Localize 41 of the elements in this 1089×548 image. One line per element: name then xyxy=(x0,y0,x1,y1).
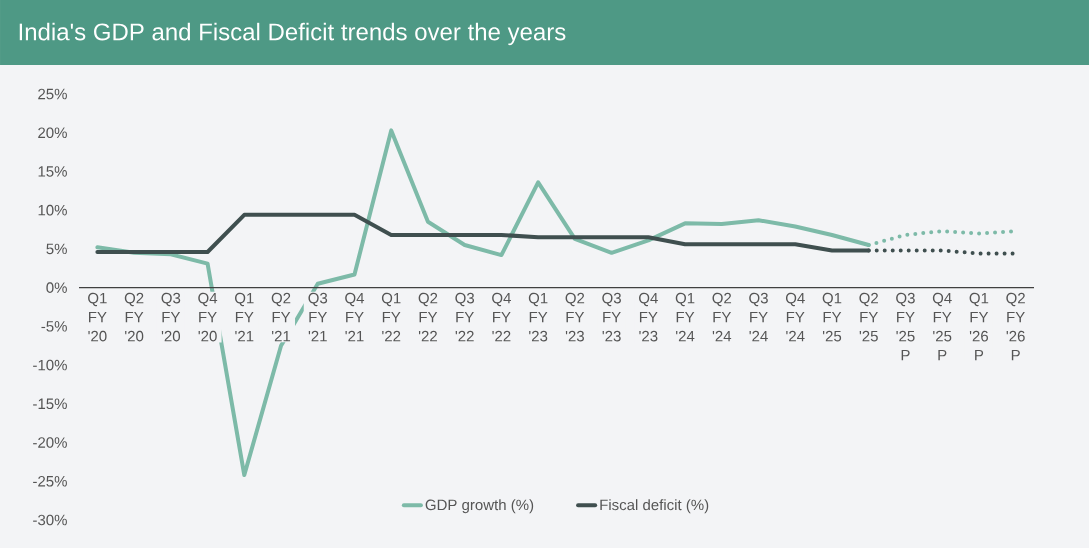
x-tick-label: Q1 FY '26 P xyxy=(969,292,989,361)
x-tick-label: Q3 FY '25 P xyxy=(896,292,915,361)
x-tick-label: Q2 FY '25 xyxy=(859,292,878,342)
x-tick-label: Q4 FY '23 xyxy=(639,292,658,342)
y-tick-label: 10% xyxy=(38,204,67,216)
x-tick-label: Q3 FY '24 xyxy=(749,292,768,342)
x-tick-label: Q3 FY '22 xyxy=(455,292,475,342)
x-tick-label: Q1 FY '24 xyxy=(675,292,695,342)
y-tick-label: -10% xyxy=(33,359,67,371)
y-tick-label: -5% xyxy=(41,321,67,332)
x-tick-label: Q2 FY '20 xyxy=(124,292,144,342)
x-tick-label: Q4 FY '22 xyxy=(492,292,511,342)
x-tick-label: Q1 FY '22 xyxy=(381,292,401,342)
x-tick-label: Q3 FY '20 xyxy=(161,292,181,342)
y-tick-label: -30% xyxy=(33,514,67,526)
x-tick-label: Q2 FY '26 P xyxy=(1006,292,1025,361)
y-tick-label: 15% xyxy=(38,166,67,177)
x-tick-label: Q3 FY '21 xyxy=(308,292,328,342)
y-tick-label: 20% xyxy=(38,127,67,139)
x-tick-label: Q1 FY '23 xyxy=(528,292,548,342)
y-tick-label: 0% xyxy=(46,282,67,293)
y-tick-label: 25% xyxy=(38,88,67,100)
y-tick-label: -15% xyxy=(33,398,67,410)
x-tick-label: Q2 FY '24 xyxy=(712,292,732,342)
legend-label: Fiscal deficit (%) xyxy=(600,499,709,514)
y-tick-label: -25% xyxy=(33,475,67,487)
x-tick-label: Q1 FY '25 xyxy=(822,292,842,342)
legend-label: GDP growth (%) xyxy=(425,499,534,514)
x-tick-label: Q4 FY '24 xyxy=(785,292,805,342)
y-tick-label: 5% xyxy=(46,243,67,255)
x-tick-label: Q2 FY '22 xyxy=(418,292,438,342)
x-tick-label: Q2 FY '23 xyxy=(565,292,585,342)
y-tick-label: -20% xyxy=(33,437,67,448)
x-tick-label: Q4 FY '21 xyxy=(345,292,365,342)
x-tick-label: Q4 FY '20 xyxy=(198,292,218,342)
x-tick-label: Q2 FY '21 xyxy=(271,292,291,342)
chart-title: India's GDP and Fiscal Deficit trends over the years xyxy=(19,22,566,46)
x-tick-label: Q1 FY '20 xyxy=(88,292,107,342)
x-tick-label: Q3 FY '23 xyxy=(602,292,621,342)
x-tick-label: Q4 FY '25 P xyxy=(932,292,952,361)
x-tick-label: Q1 FY '21 xyxy=(235,292,254,342)
